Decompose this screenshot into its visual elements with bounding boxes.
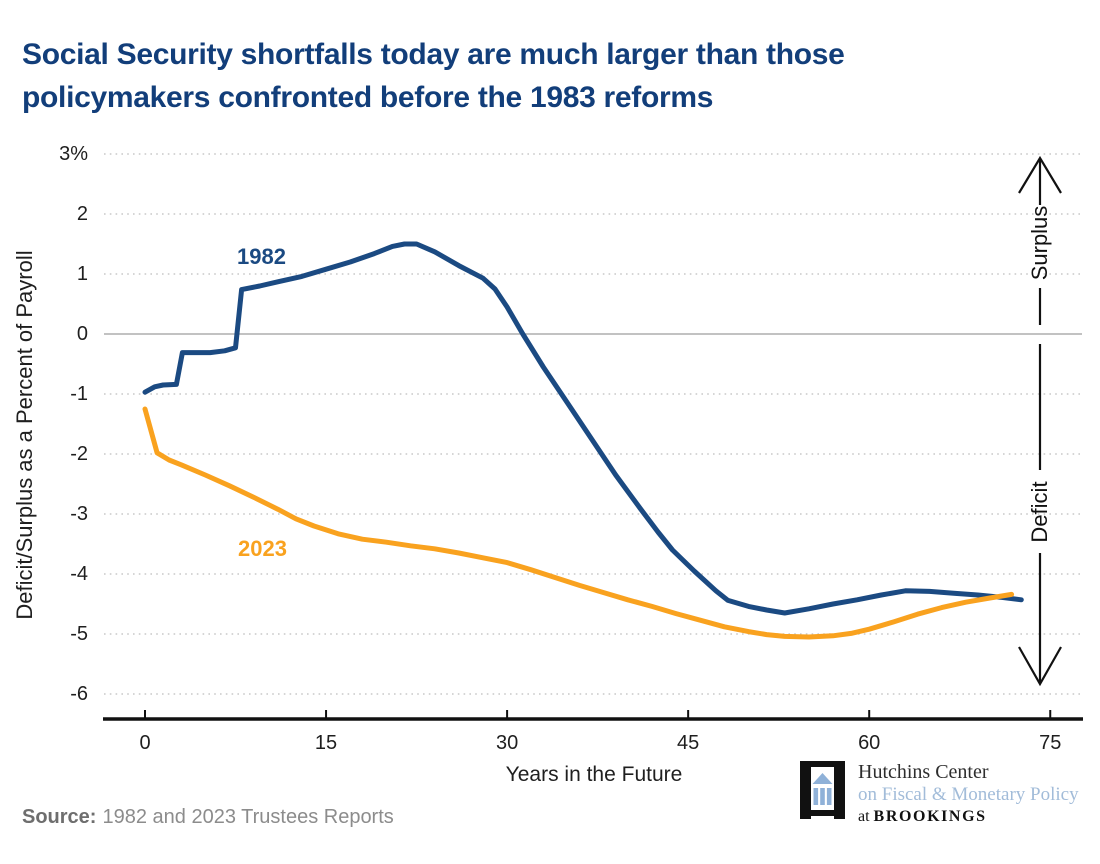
series-line-1982: [142, 241, 1024, 616]
hutchins-center-logo: Hutchins Center on Fiscal & Monetary Pol…: [800, 761, 1079, 828]
y-tick-label--5: -5: [70, 623, 88, 645]
hutchins-h-building-icon: [800, 761, 845, 819]
y-tick-label--6: -6: [70, 683, 88, 705]
x-tick-label-30: 30: [495, 732, 519, 754]
logo-text: Hutchins Center on Fiscal & Monetary Pol…: [858, 761, 1079, 828]
y-tick-label--2: -2: [70, 443, 88, 465]
x-tick-label-75: 75: [1039, 732, 1062, 754]
source-text: 1982 and 2023 Trustees Reports: [102, 806, 394, 828]
x-tick-label-15: 15: [314, 732, 338, 754]
y-tick-label-1: 1: [76, 263, 88, 285]
series-line-2023: [142, 406, 1015, 640]
x-tick-label-0: 0: [139, 732, 151, 754]
x-tick-label-60: 60: [858, 732, 881, 754]
surplus-arrowhead-up: [1018, 155, 1062, 194]
y-tick-label--4: -4: [70, 563, 88, 585]
deficit-label: Deficit: [1027, 481, 1052, 543]
logo-name: Hutchins Center: [858, 761, 989, 783]
logo-subtitle: on Fiscal & Monetary Policy: [858, 784, 1079, 805]
y-tick-label-2: 2: [76, 203, 88, 225]
source-label: Source:: [22, 806, 97, 828]
series-label-1982: 1982: [237, 244, 286, 269]
x-tick-label-45: 45: [677, 732, 700, 754]
chart-title-line1: Social Security shortfalls today are muc…: [22, 38, 845, 71]
chart-title: Social Security shortfalls today are muc…: [22, 33, 1032, 119]
chart-title-line2: policymakers confronted before the 1983 …: [22, 81, 714, 114]
y-tick-label-0: 0: [76, 323, 88, 345]
source-note: Source: 1982 and 2023 Trustees Reports: [22, 806, 394, 829]
logo-brookings: at BROOKINGS: [858, 806, 1079, 828]
series-label-2023: 2023: [238, 536, 287, 561]
deficit-arrowhead-down: [1018, 646, 1062, 687]
y-tick-label-3%: 3%: [59, 143, 88, 165]
y-tick-label--3: -3: [70, 503, 88, 525]
logo-at: at: [858, 808, 874, 825]
y-tick-label--1: -1: [70, 383, 88, 405]
x-axis-title: Years in the Future: [505, 763, 683, 786]
logo-org: BROOKINGS: [873, 808, 987, 825]
surplus-label: Surplus: [1027, 205, 1052, 281]
